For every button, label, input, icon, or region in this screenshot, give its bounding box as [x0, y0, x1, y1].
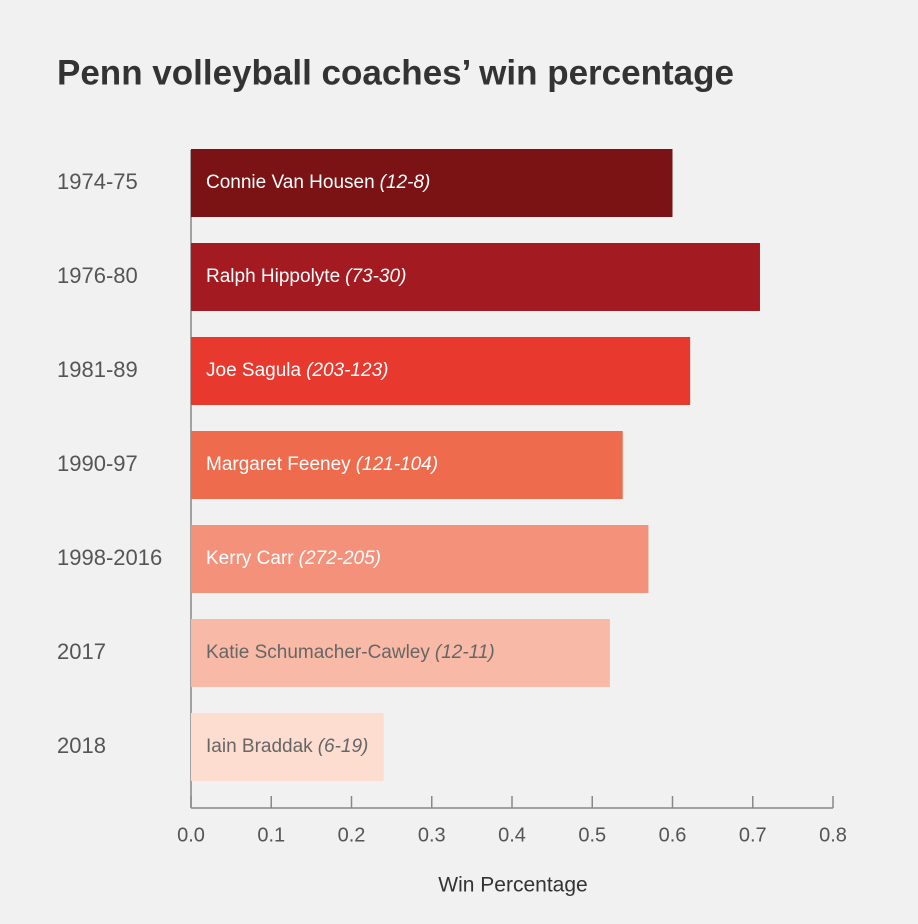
bar — [191, 337, 691, 405]
bar-label: Katie Schumacher-Cawley (12-11) — [206, 642, 495, 663]
x-axis-label: Win Percentage — [438, 874, 587, 897]
x-tick-label: 0.6 — [659, 824, 687, 846]
coach-record: (203-123) — [306, 360, 388, 381]
y-tick-label: 2018 — [57, 733, 106, 758]
x-tick-label: 0.1 — [257, 824, 285, 846]
y-tick-label: 1990-97 — [57, 451, 138, 476]
y-tick-label: 1974-75 — [57, 169, 138, 194]
y-tick-label: 1998-2016 — [57, 545, 162, 570]
y-tick-label: 1976-80 — [57, 263, 138, 288]
bar — [191, 431, 623, 499]
coach-record: (12-8) — [380, 172, 431, 193]
bar-label: Margaret Feeney (121-104) — [206, 454, 438, 475]
bar-label: Kerry Carr (272-205) — [206, 548, 381, 569]
coach-record: (272-205) — [299, 548, 381, 569]
bar — [191, 619, 610, 687]
coach-name: Iain Braddak — [206, 736, 313, 757]
coach-record: (121-104) — [356, 454, 438, 475]
x-tick-label: 0.2 — [338, 824, 366, 846]
y-tick-label: 1981-89 — [57, 357, 138, 382]
x-tick-label: 0.0 — [177, 824, 205, 846]
coach-record: (12-11) — [435, 642, 495, 663]
coach-name: Margaret Feeney — [206, 454, 351, 475]
x-tick-label: 0.8 — [819, 824, 847, 846]
x-tick-label: 0.5 — [578, 824, 606, 846]
x-tick-label: 0.3 — [418, 824, 446, 846]
coach-record: (73-30) — [345, 266, 406, 287]
coach-name: Connie Van Housen — [206, 172, 375, 193]
bar-label: Iain Braddak (6-19) — [206, 736, 368, 757]
y-tick-label: 2017 — [57, 639, 106, 664]
bar — [191, 243, 760, 311]
coach-name: Ralph Hippolyte — [206, 266, 340, 287]
bar — [191, 525, 649, 593]
chart-title: Penn volleyball coaches’ win percentage — [57, 53, 734, 92]
bar-label: Ralph Hippolyte (73-30) — [206, 266, 406, 287]
coach-name: Kerry Carr — [206, 548, 294, 569]
bar — [191, 713, 384, 781]
x-tick-label: 0.7 — [739, 824, 767, 846]
coach-name: Katie Schumacher-Cawley — [206, 642, 430, 663]
bar-label: Joe Sagula (203-123) — [206, 360, 388, 381]
coach-record: (6-19) — [318, 736, 369, 757]
x-tick-label: 0.4 — [498, 824, 526, 846]
bar-label: Connie Van Housen (12-8) — [206, 172, 430, 193]
coach-name: Joe Sagula — [206, 360, 302, 381]
bar — [191, 149, 673, 217]
